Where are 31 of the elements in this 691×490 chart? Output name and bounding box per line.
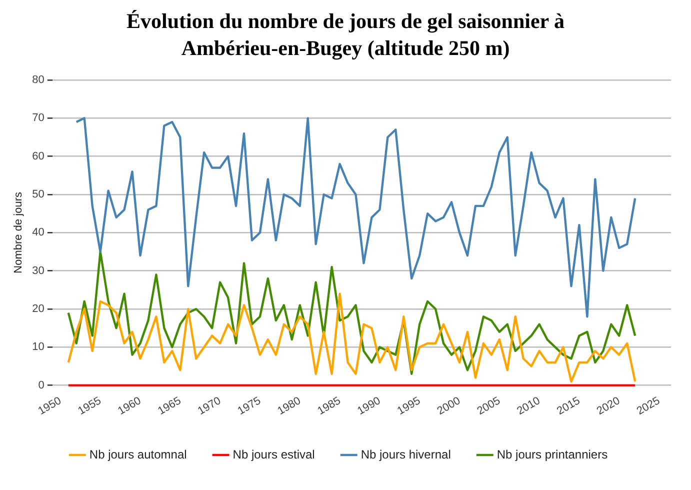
x-tick-label: 2020 — [594, 394, 622, 418]
y-tick-label: 50 — [32, 188, 44, 201]
legend-label: Nb jours hivernal — [360, 447, 451, 462]
y-tick-label: 10 — [32, 341, 44, 354]
x-tick-label: 1990 — [355, 394, 383, 418]
x-tick-label: 2010 — [515, 394, 542, 418]
y-tick-label: 60 — [32, 150, 44, 162]
x-tick-label: 1975 — [236, 394, 263, 418]
x-tick-label: 2015 — [555, 394, 582, 418]
x-tick-label: 2000 — [435, 394, 463, 418]
y-tick-label: 20 — [32, 303, 44, 316]
legend-label: Nb jours automnal — [89, 447, 187, 462]
x-tick-label: 1965 — [156, 394, 184, 418]
y-tick-label: 80 — [32, 74, 44, 86]
x-tick-label: 1995 — [395, 394, 423, 418]
y-axis-title: Nombre de jours — [12, 192, 25, 274]
x-tick-label: 1970 — [196, 394, 224, 418]
y-tick-label: 30 — [32, 264, 44, 277]
x-tick-label: 2005 — [475, 394, 502, 418]
x-tick-label: 1985 — [316, 394, 343, 418]
x-tick-label: 1955 — [76, 394, 104, 418]
y-tick-label: 0 — [38, 379, 44, 392]
x-tick-label: 2025 — [634, 394, 662, 418]
x-tick-label: 1980 — [276, 394, 303, 418]
y-tick-label: 70 — [32, 112, 44, 124]
chart-title: Évolution du nombre de jours de gel saisonnier à Ambérieu-en-Bugey (altitude 250 m) — [126, 8, 566, 62]
legend-label: Nb jours estival — [232, 447, 315, 462]
legend-label: Nb jours printanniers — [496, 447, 608, 462]
y-tick-label: 40 — [32, 226, 44, 239]
x-tick-label: 1950 — [36, 394, 64, 418]
x-tick-label: 1960 — [116, 394, 144, 418]
